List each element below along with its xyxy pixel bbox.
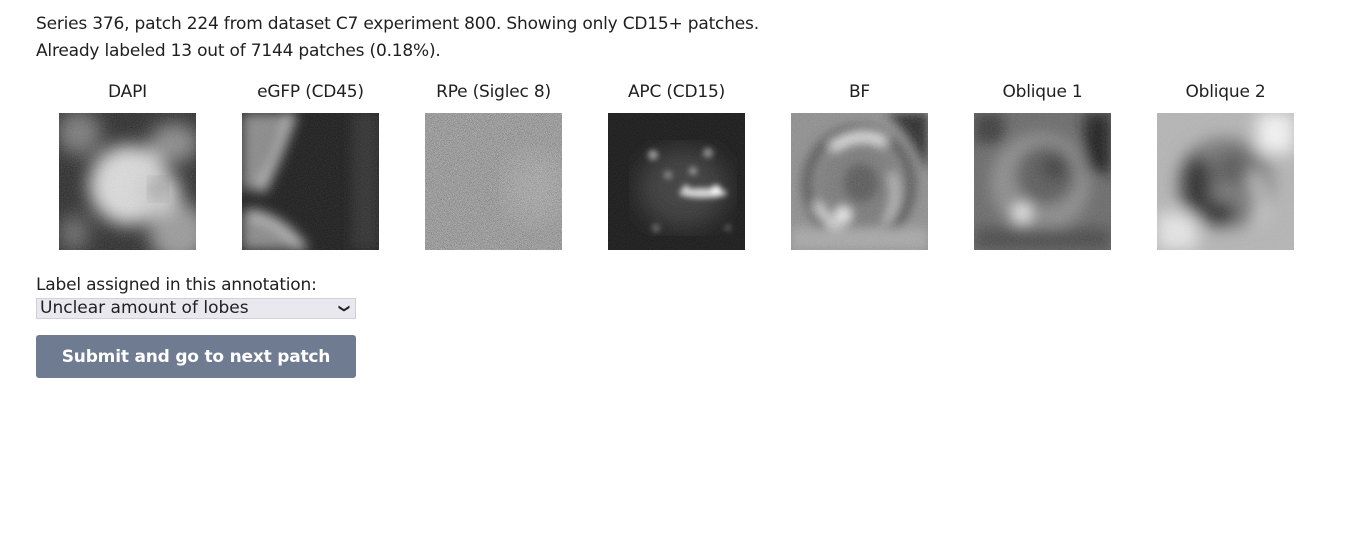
channel-oblique1: Oblique 1 — [951, 80, 1134, 250]
channel-rpe: RPe (Siglec 8) — [402, 80, 585, 250]
channel-title: BF — [848, 82, 871, 102]
channel-title: Oblique 1 — [1002, 82, 1083, 102]
label-select[interactable]: Unclear amount of lobes ❯ — [36, 298, 356, 319]
dapi-patch-image — [59, 113, 196, 250]
rpe-patch-image — [425, 113, 562, 250]
channel-panels: DAPI — [36, 80, 1317, 250]
channel-title: eGFP (CD45) — [257, 82, 364, 102]
progress-info-text: Already labeled 13 out of 7144 patches (… — [36, 41, 441, 61]
oblique2-patch-image — [1157, 113, 1294, 250]
bf-patch-image — [791, 113, 928, 250]
oblique1-patch-image — [974, 113, 1111, 250]
channel-apc: APC (CD15) — [585, 80, 768, 250]
egfp-patch-image — [242, 113, 379, 250]
channel-dapi: DAPI — [36, 80, 219, 250]
channel-oblique2: Oblique 2 — [1134, 80, 1317, 250]
label-title: Label assigned in this annotation: — [36, 275, 317, 295]
channel-bf: BF — [768, 80, 951, 250]
channel-title: APC (CD15) — [627, 82, 725, 102]
patch-info: Series 376, patch 224 from dataset C7 ex… — [36, 11, 759, 65]
series-info-text: Series 376, patch 224 from dataset C7 ex… — [36, 14, 759, 34]
apc-patch-image — [608, 113, 745, 250]
channel-title: Oblique 2 — [1185, 82, 1266, 102]
channel-title: RPe (Siglec 8) — [436, 82, 551, 102]
chevron-down-icon: ❯ — [337, 303, 351, 314]
submit-next-button[interactable]: Submit and go to next patch — [36, 335, 356, 378]
label-select-value: Unclear amount of lobes — [40, 298, 249, 318]
channel-title: DAPI — [108, 82, 147, 102]
channel-egfp: eGFP (CD45) — [219, 80, 402, 250]
